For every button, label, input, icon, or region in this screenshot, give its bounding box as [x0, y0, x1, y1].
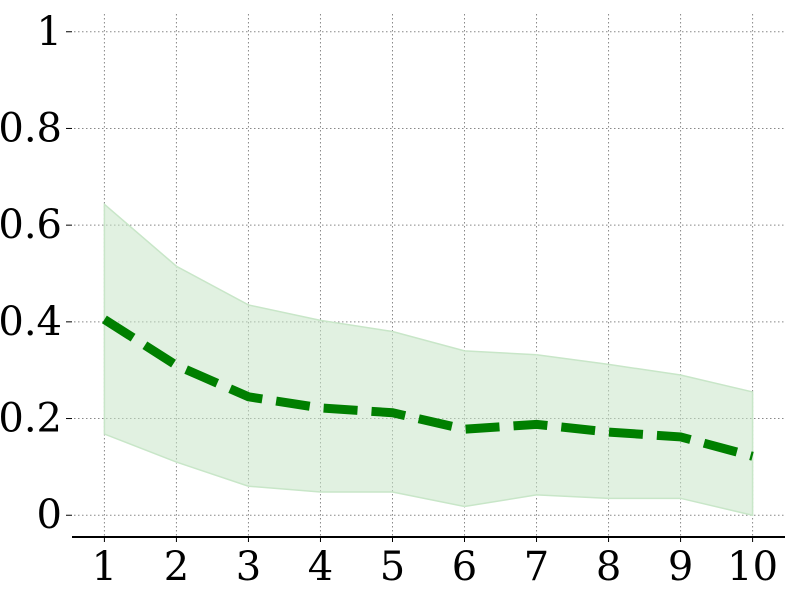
x-axis-ticks: 1 2 3 4 5 6 7 8 9 10: [92, 537, 778, 590]
y-tick-label: 0.8: [0, 105, 62, 151]
confidence-band-layer: [103, 202, 754, 517]
x-tick-label: 3: [236, 544, 261, 590]
x-tick-label: 5: [380, 544, 405, 590]
data-point: [608, 432, 609, 433]
data-point: [248, 396, 249, 397]
x-tick-label: 2: [164, 544, 189, 590]
y-tick-label: 0.2: [0, 396, 62, 442]
data-point: [176, 365, 177, 366]
x-tick-label: 6: [452, 544, 477, 590]
x-tick-label: 9: [668, 544, 693, 590]
y-tick-label: 1: [37, 9, 62, 55]
series-line: [101, 315, 754, 461]
x-tick-label: 1: [92, 544, 117, 590]
y-axis-ticks: 0 0.2 0.4 0.6 0.8 1: [0, 9, 72, 538]
data-point: [320, 407, 321, 408]
y-tick-label: 0.4: [0, 299, 62, 345]
data-point: [104, 319, 105, 320]
x-tick-label: 7: [524, 544, 549, 590]
data-point: [536, 424, 537, 425]
data-point: [752, 456, 753, 457]
x-tick-label: 4: [308, 544, 333, 590]
y-tick-label: 0.6: [0, 202, 62, 248]
series-line-layer: [101, 315, 754, 461]
x-tick-label: 10: [727, 544, 778, 590]
data-point: [464, 429, 465, 430]
confidence-band: [103, 202, 754, 517]
y-tick-label: 0: [37, 492, 62, 538]
data-point: [392, 412, 393, 413]
x-tick-label: 8: [596, 544, 621, 590]
data-point: [680, 436, 681, 437]
